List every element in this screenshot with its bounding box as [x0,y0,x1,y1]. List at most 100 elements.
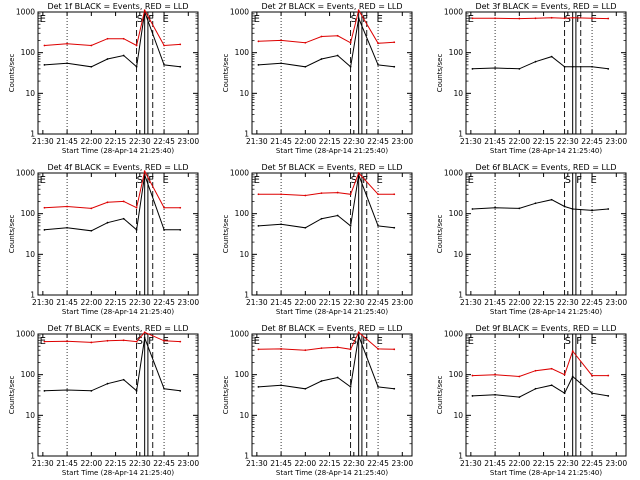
x-tick-label: 22:30 [129,137,151,146]
data-point [336,191,339,194]
data-point [550,367,553,370]
y-tick-label: 10 [453,89,463,98]
data-point [179,340,182,343]
data-point [563,65,566,68]
data-point [550,55,553,58]
data-point [607,395,610,397]
data-point [357,17,360,20]
y-tick-label: 1000 [444,8,463,17]
x-tick-label: 22:00 [295,298,317,307]
x-tick-label: 22:00 [81,298,103,307]
y-axis-label: Counts/sec [8,215,16,254]
series-line-events [44,335,181,392]
series-line-lld [472,17,609,20]
y-tick-label: 100 [449,370,464,379]
chart-panel-5: Det 5f BLACK = Events, RED = LLD 1 10 100 10… [222,163,413,316]
data-point [257,225,260,227]
phase-marker-1: E [40,336,46,347]
chart-panel-8: Det 8f BLACK = Events, RED = LLD 1 10 100 10… [222,324,413,477]
x-tick-label: 22:45 [367,137,389,146]
y-axis-label: Counts/sec [222,54,230,93]
chart-panel-1: Det 1f BLACK = Events, RED = LLD 1 10 100 10… [8,2,199,155]
x-tick-label: 22:45 [367,298,389,307]
data-point [66,205,68,208]
chart-title: Det 5f BLACK = Events, RED = LLD [261,163,402,172]
phase-marker-4: E [163,14,169,25]
data-point [563,205,566,208]
data-point [393,387,396,390]
data-point [607,67,610,70]
phase-marker-4: E [377,336,383,347]
x-tick-label: 22:45 [581,298,603,307]
series-line-events [472,199,609,211]
data-point [494,17,496,20]
data-point [143,331,146,334]
chart-panel-3: Det 3f BLACK = Events, RED = LLD 1 10 100 10… [436,2,627,155]
phase-marker-2: S [137,175,143,186]
phase-marker-4: E [163,175,169,186]
x-tick-label: 23:00 [605,137,627,146]
series-line-lld [44,8,181,47]
x-axis-label: Start Time (28-Apr-14 21:25:40) [62,147,174,155]
x-tick-label: 21:45 [484,298,506,307]
x-tick-label: 22:00 [295,459,317,468]
data-point [563,17,566,20]
phase-marker-4: E [377,14,383,25]
data-point [143,337,146,339]
plot-frame [465,172,627,296]
data-point [280,62,282,65]
series-line-events [258,333,395,390]
data-point [280,384,282,387]
data-point [471,208,474,210]
y-tick-label: 10 [453,411,463,420]
data-point [179,228,182,231]
data-point [122,217,125,220]
y-tick-label: 10 [25,250,35,259]
data-point [304,65,307,68]
data-point [471,395,474,397]
data-point [304,194,307,197]
phase-marker-1: E [40,14,46,25]
phase-marker-2: S [565,336,571,347]
x-tick-label: 22:00 [295,137,317,146]
data-point [179,43,182,46]
phase-marker-3: F [362,336,368,347]
y-tick-label: 1 [458,130,463,139]
plot-frame [37,333,199,457]
phase-marker-4: E [591,336,597,347]
x-tick-label: 22:30 [343,298,365,307]
data-point [471,67,474,70]
y-tick-label: 1 [458,452,463,461]
data-point [320,192,323,195]
chart-title: Det 8f BLACK = Events, RED = LLD [261,324,402,333]
data-point [90,207,93,210]
y-tick-label: 10 [239,411,249,420]
x-tick-label: 23:00 [177,459,199,468]
data-point [257,64,260,66]
data-point [563,392,566,395]
data-point [257,40,260,43]
x-tick-label: 22:30 [557,137,579,146]
series-line-lld [44,169,181,209]
y-tick-label: 100 [449,209,464,218]
x-tick-label: 23:00 [177,298,199,307]
data-point [494,393,496,396]
chart-panel-2: Det 2f BLACK = Events, RED = LLD 1 10 100 10… [222,2,413,155]
data-point [135,44,138,47]
data-point [122,378,125,381]
data-point [90,389,93,392]
data-point [280,348,282,350]
x-tick-label: 22:30 [129,459,151,468]
data-point [43,389,46,392]
data-point [494,373,496,376]
y-axis-label: Counts/sec [436,215,444,254]
data-point [179,206,182,209]
data-point [304,387,307,390]
data-point [349,65,352,68]
x-tick-label: 23:00 [391,298,413,307]
data-point [90,65,93,68]
x-tick-label: 22:15 [105,459,127,468]
x-axis-label: Start Time (28-Apr-14 21:25:40) [490,469,602,477]
data-point [518,67,521,70]
